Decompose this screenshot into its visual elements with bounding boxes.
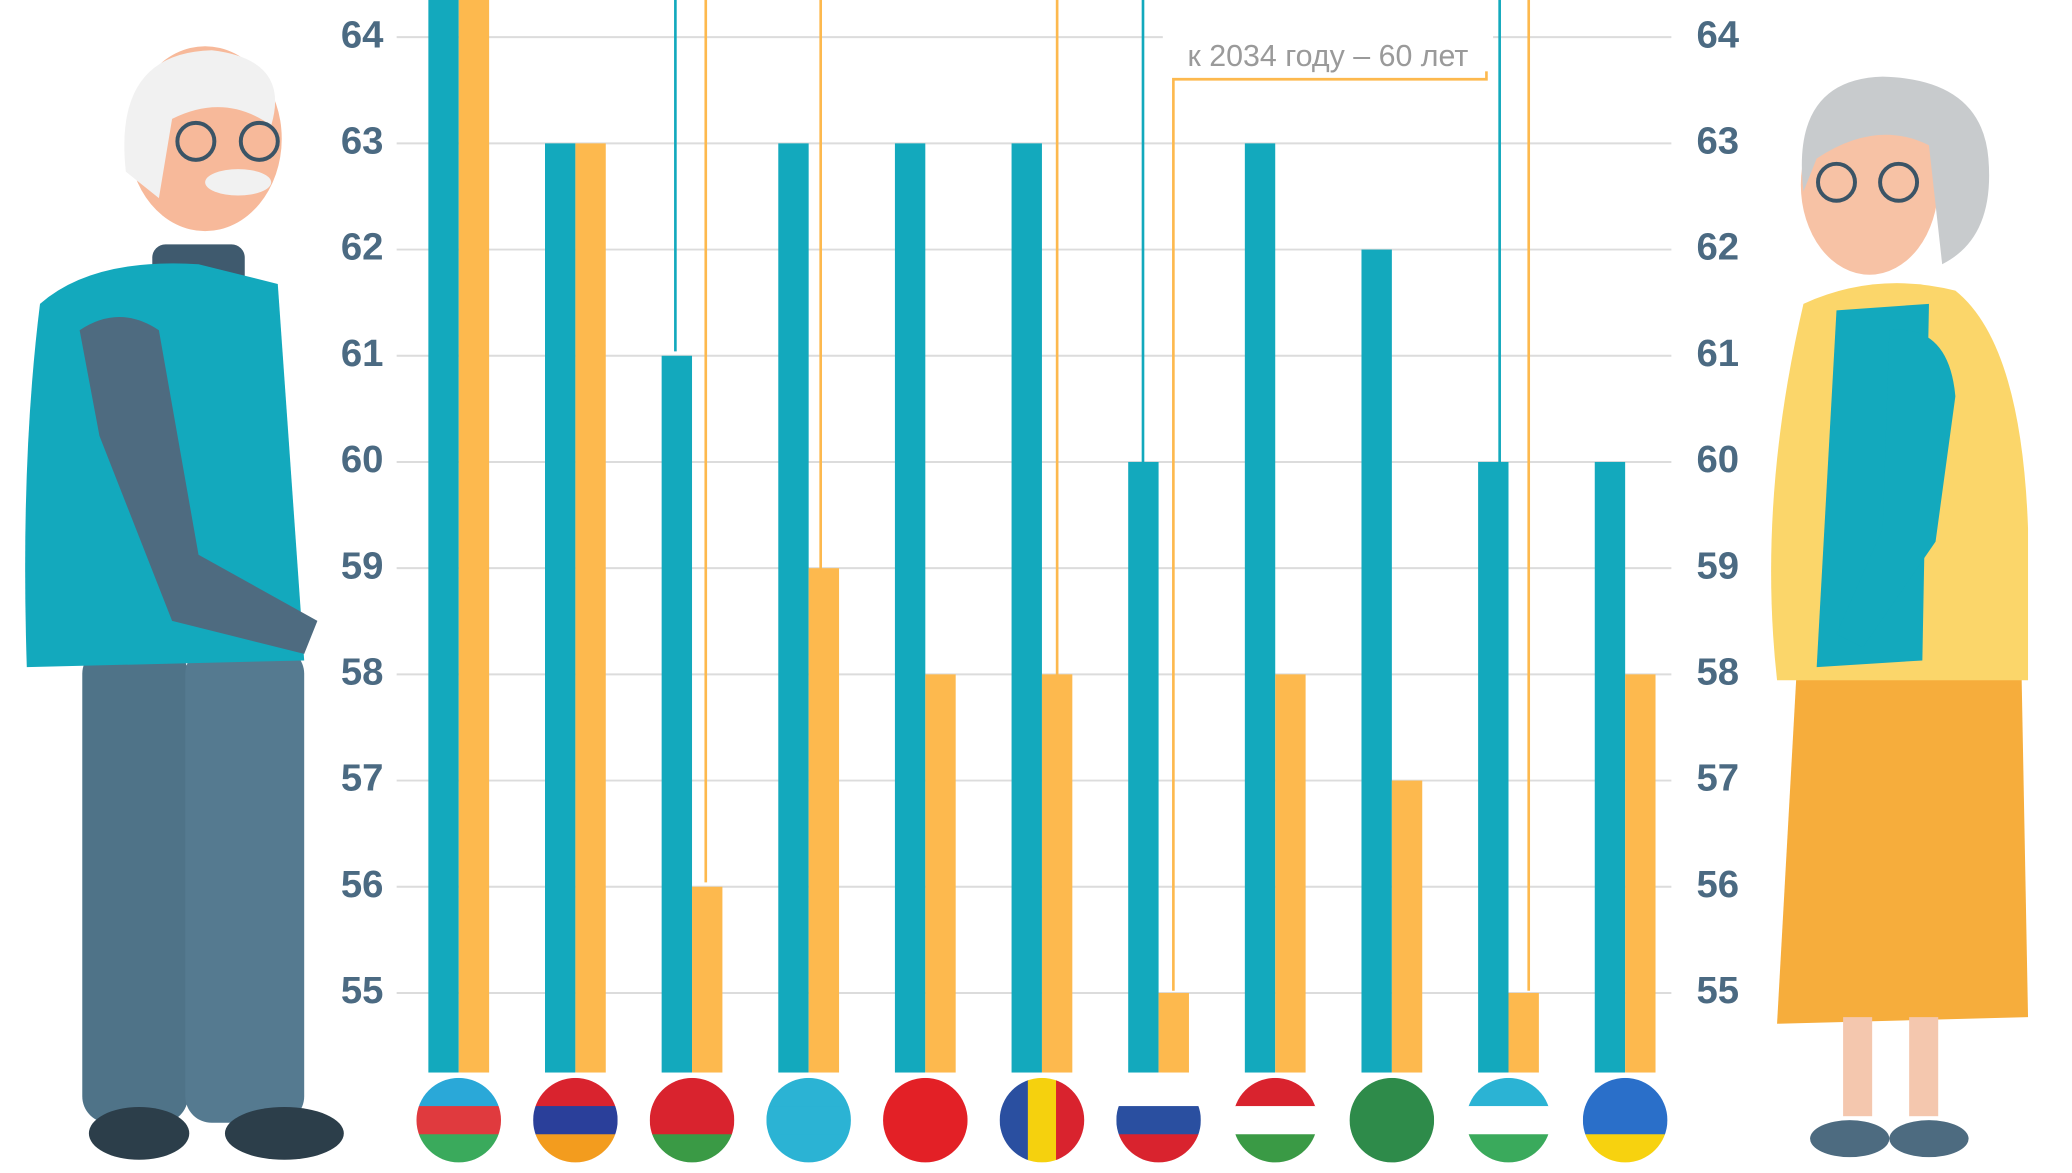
bar [692,886,723,1073]
y-tick-label-right: 60 [1696,438,1739,481]
y-tick-label-right: 55 [1696,969,1739,1012]
annotation-bg [1162,31,1494,72]
flag-stripe [1466,1106,1551,1135]
flag [877,1072,973,1168]
bar [458,0,490,1073]
y-tick-label-right: 59 [1696,544,1739,587]
flag-stripe [883,1134,968,1163]
bar [1041,674,1073,1073]
bar [428,0,459,1073]
flag-stripe [416,1077,502,1107]
flag-stripe [883,1077,968,1107]
flag-stripe [1582,1106,1668,1135]
y-tick-label-left: 57 [341,757,384,800]
bar [1128,461,1159,1073]
flag-stripe [1349,1106,1435,1135]
y-tick-label-right: 61 [1696,332,1739,375]
flag-stripe [1232,1077,1318,1107]
y-tick-label-right: 62 [1696,226,1739,269]
flag [1227,1072,1323,1168]
flag-stripe [1056,1077,1085,1163]
y-tick-label-right: 57 [1696,757,1739,800]
bar [894,143,926,1073]
y-tick-label-left: 62 [341,226,384,269]
flag [761,1072,857,1168]
bar [925,674,956,1073]
flag [994,1072,1090,1168]
flag-stripe [649,1134,735,1163]
y-tick-label-left: 61 [341,332,384,375]
y-tick-label-right: 64 [1696,13,1739,56]
y-tick-label-left: 55 [341,969,384,1012]
flag-stripe [1116,1077,1201,1107]
flag [527,1072,623,1168]
y-tick-label-left: 60 [341,438,384,481]
flag-stripe [1466,1134,1551,1163]
y-tick-label-left: 58 [341,650,384,693]
bars [428,0,1656,1073]
y-tick-label-right: 63 [1696,119,1739,162]
flag-stripe [416,1106,502,1135]
flag-stripe [1027,1077,1057,1163]
bar [1508,992,1539,1073]
flag-stripe [883,1106,968,1135]
flag-stripe [999,1077,1029,1163]
flag [1344,1072,1440,1168]
bar [1158,992,1189,1073]
flag-stripe [1349,1134,1435,1163]
flag-stripe [1116,1134,1201,1163]
bar [661,355,693,1073]
flag [1111,1072,1207,1168]
flag-stripe [1232,1134,1318,1163]
flag-stripe [533,1134,618,1163]
bar [1361,249,1392,1073]
flag [411,1072,507,1168]
flag-stripe [1582,1134,1668,1163]
bar [1275,674,1306,1073]
annotation: к 2034 году – 60 лет [1188,39,1469,73]
flag-stripe [649,1077,735,1107]
bar [1011,143,1042,1073]
flag [1460,1072,1557,1168]
bar [1478,461,1509,1073]
flag-stripe [533,1077,618,1107]
bar [1625,674,1656,1073]
flag-stripe [1466,1077,1551,1107]
flag-stripe [766,1134,851,1163]
flag [1577,1072,1673,1168]
flag-stripe [1116,1106,1201,1135]
old-man [25,46,344,1160]
bar [808,568,840,1073]
bar [575,143,606,1073]
y-tick-label-left: 63 [341,119,384,162]
flag-stripe [766,1077,851,1107]
y-tick-label-left: 56 [341,863,384,906]
flag [644,1072,740,1168]
bar [545,143,576,1073]
bar [1594,461,1626,1073]
y-tick-label-left: 64 [341,13,384,56]
flag-stripe [1349,1077,1435,1107]
old-woman [1771,76,2029,1158]
bar [1391,780,1423,1073]
flag-stripe [766,1106,851,1135]
flag-stripe [649,1106,735,1135]
flag-stripe [1232,1106,1318,1135]
y-tick-label-left: 59 [341,544,384,587]
flag-stripe [1582,1077,1668,1107]
y-tick-label-right: 56 [1696,863,1739,906]
flag-stripe [416,1134,502,1163]
leader-lines [674,0,1531,991]
y-tick-label-right: 58 [1696,650,1739,693]
bar [1244,143,1276,1073]
bar [778,143,809,1073]
flag-stripe [533,1106,618,1135]
